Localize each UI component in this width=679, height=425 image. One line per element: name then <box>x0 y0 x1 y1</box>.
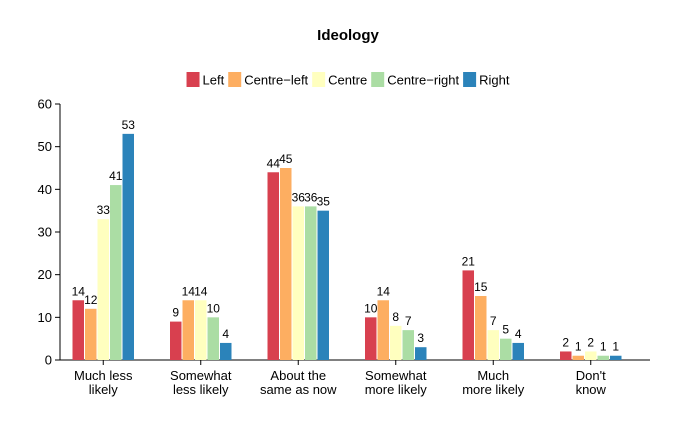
data-label: 2 <box>587 335 594 349</box>
data-label: 5 <box>502 323 509 337</box>
bar <box>462 270 474 360</box>
x-category-label: Much less <box>74 368 133 383</box>
y-tick-label: 20 <box>38 267 52 282</box>
data-label: 1 <box>612 340 619 354</box>
data-label: 53 <box>122 118 136 132</box>
data-label: 44 <box>267 156 281 170</box>
legend-label: Centre−right <box>387 73 459 88</box>
legend-label: Centre <box>328 73 367 88</box>
bar <box>377 300 389 360</box>
data-label: 8 <box>392 310 399 324</box>
bar <box>207 317 219 360</box>
bar <box>560 351 572 360</box>
bar <box>292 206 304 360</box>
data-label: 1 <box>600 340 607 354</box>
legend-swatch <box>312 72 326 87</box>
data-label: 10 <box>364 301 378 315</box>
bar <box>220 342 232 360</box>
data-label: 9 <box>172 306 179 320</box>
y-tick-label: 60 <box>38 97 52 112</box>
bar <box>500 338 512 360</box>
bar <box>267 172 279 360</box>
data-label: 7 <box>490 314 497 328</box>
data-label: 14 <box>377 284 391 298</box>
x-category-label: likely <box>89 382 118 397</box>
legend-swatch <box>228 72 242 87</box>
bar <box>85 308 97 360</box>
bars <box>72 133 622 360</box>
bar <box>597 355 609 360</box>
data-label: 21 <box>462 254 476 268</box>
data-label: 3 <box>417 331 424 345</box>
data-label: 36 <box>304 190 318 204</box>
bar <box>305 206 317 360</box>
data-label: 1 <box>575 340 582 354</box>
legend-swatch <box>463 72 477 87</box>
bar <box>402 330 414 360</box>
data-label: 12 <box>84 293 98 307</box>
x-category-label: Somewhat <box>365 368 427 383</box>
data-label: 4 <box>222 327 229 341</box>
bar <box>487 330 499 360</box>
y-tick-label: 50 <box>38 139 52 154</box>
y-tick-label: 40 <box>38 182 52 197</box>
bar <box>170 321 182 360</box>
bar <box>390 325 402 360</box>
x-category-label: Somewhat <box>170 368 232 383</box>
bar <box>512 342 524 360</box>
data-label: 36 <box>292 190 306 204</box>
bar <box>317 210 329 360</box>
legend-label: Left <box>203 73 225 88</box>
data-label: 41 <box>109 169 123 183</box>
legend: Left Centre−left Centre Centre−right Right <box>186 72 510 88</box>
bar <box>475 296 487 360</box>
y-axis: 0 10 20 30 40 50 60 <box>38 97 61 368</box>
y-tick-label: 10 <box>38 310 52 325</box>
bar <box>365 317 377 360</box>
legend-swatch <box>186 72 200 87</box>
data-label: 7 <box>405 314 412 328</box>
x-category-label: Don't <box>576 368 606 383</box>
bar <box>182 300 194 360</box>
data-label: 4 <box>515 327 522 341</box>
bar <box>72 300 84 360</box>
bar <box>610 355 622 360</box>
bar <box>415 347 427 360</box>
x-category-label: more likely <box>365 382 428 397</box>
data-label: 10 <box>207 301 221 315</box>
legend-swatch <box>371 72 385 87</box>
y-tick-label: 0 <box>45 353 52 368</box>
legend-label: Right <box>479 73 510 88</box>
bar <box>280 168 292 360</box>
x-category-label: more likely <box>462 382 525 397</box>
chart-title: Ideology <box>317 27 379 44</box>
data-label: 14 <box>72 284 86 298</box>
bar <box>110 185 122 360</box>
bar <box>585 351 597 360</box>
y-tick-label: 30 <box>38 225 52 240</box>
data-label: 14 <box>194 284 208 298</box>
bar <box>572 355 584 360</box>
data-label: 2 <box>562 335 569 349</box>
bar <box>97 219 109 360</box>
bar <box>122 133 134 360</box>
x-category-label: less likely <box>173 382 229 397</box>
legend-label: Centre−left <box>244 73 308 88</box>
data-label: 45 <box>279 152 293 166</box>
x-category-label: same as now <box>260 382 337 397</box>
data-label: 14 <box>182 284 196 298</box>
bar <box>195 300 207 360</box>
data-label: 35 <box>317 195 331 209</box>
data-label: 15 <box>474 280 488 294</box>
x-category-label: Much <box>477 368 509 383</box>
x-category-label: know <box>576 382 607 397</box>
x-category-label: About the <box>270 368 326 383</box>
data-label: 33 <box>97 203 111 217</box>
